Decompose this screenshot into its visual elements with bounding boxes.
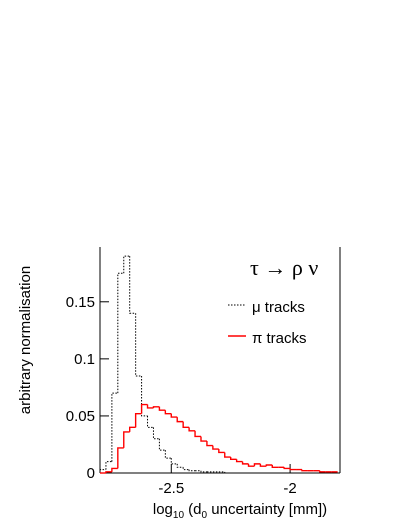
y-tick-label: 0.1 xyxy=(74,351,95,368)
x-label-part: uncertainty [mm]) xyxy=(207,501,327,518)
histogram-bin xyxy=(141,375,148,417)
histogram-bin xyxy=(319,470,326,473)
x-label-part: log xyxy=(153,501,173,518)
x-tick-label: -2.5 xyxy=(158,480,184,497)
histogram-bin xyxy=(212,445,219,450)
histogram-bin xyxy=(147,415,154,428)
histogram-bin xyxy=(188,427,196,432)
x-label-part: 10 xyxy=(173,510,185,521)
histogram-bin xyxy=(182,421,190,429)
histogram-bin xyxy=(235,459,243,463)
histogram-bin xyxy=(224,471,231,474)
histogram-bin xyxy=(271,465,279,468)
y-tick-label: 0 xyxy=(87,465,95,482)
histogram-bin xyxy=(105,471,112,473)
histogram-bin xyxy=(158,406,166,411)
histogram-bin xyxy=(176,463,184,468)
histogram-bin xyxy=(188,469,196,472)
histogram-bin xyxy=(117,447,124,469)
histogram-bin xyxy=(111,392,118,462)
histogram-bin xyxy=(170,413,178,418)
histogram-bin xyxy=(152,427,160,440)
y-tick-label: 0.15 xyxy=(66,294,95,311)
histogram-bin xyxy=(152,406,160,408)
y-axis-label: arbitrary normalisation xyxy=(17,266,34,414)
histogram-bin xyxy=(146,404,154,409)
histogram-bin xyxy=(194,430,201,438)
histogram-bin xyxy=(182,467,190,471)
histogram-bin xyxy=(158,438,166,451)
histogram-bin xyxy=(123,431,130,448)
histogram-bin xyxy=(99,469,106,473)
histogram-bin xyxy=(111,467,118,472)
legend-title: τ → ρ ν xyxy=(250,255,318,280)
histogram-bin xyxy=(289,468,297,471)
histogram-bin xyxy=(170,458,178,465)
histogram-bin xyxy=(176,417,184,423)
histogram-bin xyxy=(134,412,142,428)
histogram-bin xyxy=(164,410,172,415)
histogram-bin xyxy=(283,467,291,470)
histogram-bin xyxy=(140,403,148,414)
histogram-bin xyxy=(253,463,261,467)
x-label-part: (d xyxy=(184,501,202,518)
histogram-bin xyxy=(229,457,237,461)
histogram-bin xyxy=(129,426,136,432)
histogram-bin xyxy=(301,469,308,472)
histogram-bin xyxy=(247,463,255,467)
histogram-bin xyxy=(259,463,267,467)
histogram-bin xyxy=(123,255,130,274)
histogram-bin xyxy=(206,441,213,447)
histogram-bin xyxy=(200,470,207,473)
x-tick-label: -2 xyxy=(283,480,296,497)
histogram-bin xyxy=(241,461,249,465)
legend-label: π tracks xyxy=(252,330,307,347)
y-tick-label: 0.05 xyxy=(66,408,95,425)
legend-label: μ tracks xyxy=(252,299,305,316)
histogram-bin xyxy=(224,452,231,458)
histogram-bin xyxy=(105,461,112,470)
x-axis-label: log10 (d0 uncertainty [mm]) xyxy=(153,501,327,521)
histogram-bin xyxy=(200,436,207,442)
x-label-part: 0 xyxy=(202,510,208,521)
histogram-bin xyxy=(135,313,142,377)
histogram-bin xyxy=(129,256,136,314)
histogram-bin xyxy=(265,464,273,467)
histogram-bin xyxy=(218,449,225,454)
histogram-bin xyxy=(164,450,172,459)
histogram-bin xyxy=(117,272,124,394)
